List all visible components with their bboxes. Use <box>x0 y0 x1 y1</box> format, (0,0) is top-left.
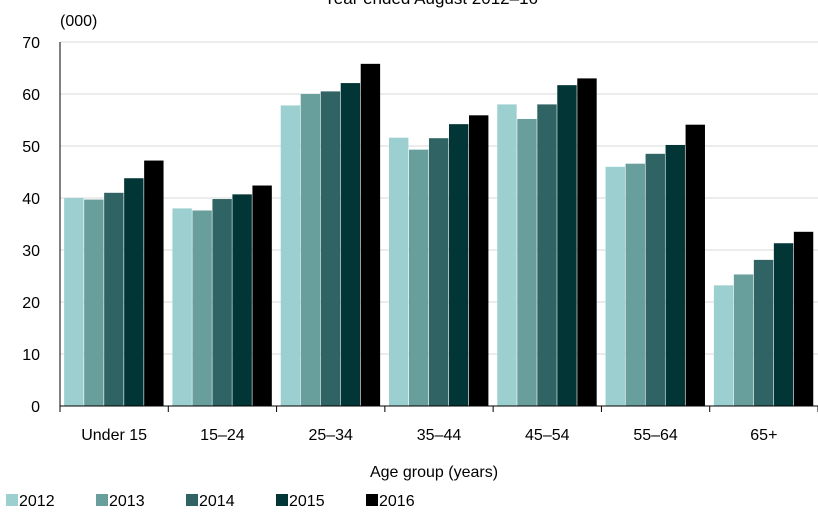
y-tick-label: 60 <box>22 87 40 104</box>
y-unit-label: (000) <box>60 13 97 30</box>
bar <box>409 149 429 406</box>
bar <box>300 94 321 406</box>
bar-group <box>605 124 705 407</box>
legend-swatch <box>276 494 288 506</box>
bar <box>192 210 212 406</box>
bar <box>340 83 361 406</box>
legend-label: 2014 <box>199 493 235 510</box>
bar <box>625 163 645 406</box>
legend-item: 2016 <box>366 493 415 510</box>
x-tick-labels: Under 15 15–24 25–34 35–44 45–54 55–64 65+ <box>81 427 777 444</box>
x-tick-label: 35–44 <box>417 427 462 444</box>
bar <box>753 259 774 406</box>
x-tick-label: 45–54 <box>525 427 570 444</box>
bar <box>557 85 577 406</box>
bar <box>469 115 489 406</box>
bar <box>665 144 685 406</box>
bar <box>84 199 104 406</box>
y-tick-label: 40 <box>22 191 40 208</box>
y-tick-label: 50 <box>22 139 40 156</box>
x-tick-label: 65+ <box>750 427 777 444</box>
bar <box>685 124 705 407</box>
legend-label: 2015 <box>289 493 325 510</box>
bar <box>212 199 232 406</box>
x-tick-label: 55–64 <box>633 427 678 444</box>
bar-group <box>497 78 597 407</box>
bar <box>793 231 814 406</box>
bar <box>360 63 381 407</box>
bar <box>645 153 665 406</box>
bar <box>389 137 409 406</box>
bars <box>64 63 814 407</box>
legend: 2012 2013 2014 2015 2016 <box>6 493 415 510</box>
bar <box>713 285 734 406</box>
bar <box>517 118 537 407</box>
x-axis-title: Age group (years) <box>370 464 498 481</box>
bar <box>64 198 84 406</box>
bar <box>429 138 449 406</box>
bar <box>733 274 754 406</box>
bar-group <box>280 63 381 407</box>
x-tick-label: Under 15 <box>81 427 147 444</box>
bar <box>252 185 272 406</box>
bar <box>773 243 794 406</box>
bar-group <box>713 231 814 406</box>
y-tick-label: 30 <box>22 243 40 260</box>
bar <box>232 194 252 406</box>
bar <box>144 160 164 406</box>
bar <box>320 91 341 407</box>
legend-item: 2013 <box>96 493 145 510</box>
x-tick-label: 15–24 <box>200 427 245 444</box>
legend-swatch <box>186 494 198 506</box>
bar <box>172 208 192 406</box>
bar-group <box>389 115 489 406</box>
axes <box>59 42 818 412</box>
bar <box>577 78 597 407</box>
bar <box>537 104 557 407</box>
legend-item: 2015 <box>276 493 325 510</box>
bar <box>124 178 144 406</box>
y-tick-label: 70 <box>22 35 40 52</box>
legend-item: 2012 <box>6 493 55 510</box>
bar <box>280 105 301 406</box>
bar <box>605 166 625 406</box>
legend-item: 2014 <box>186 493 235 510</box>
legend-label: 2013 <box>109 493 145 510</box>
bar-group <box>64 160 164 406</box>
bar <box>104 192 124 406</box>
chart-title: Year ended August 2012–16 <box>324 0 538 8</box>
y-tick-label: 10 <box>22 347 40 364</box>
legend-swatch <box>6 494 18 506</box>
y-tick-labels: 0 10 20 30 40 50 60 70 <box>22 35 40 416</box>
legend-label: 2016 <box>379 493 415 510</box>
bar <box>449 124 469 406</box>
x-tick-label: 25–34 <box>308 427 353 444</box>
legend-label: 2012 <box>19 493 55 510</box>
legend-swatch <box>366 494 378 506</box>
y-tick-label: 0 <box>31 399 40 416</box>
bar <box>497 104 517 407</box>
legend-swatch <box>96 494 108 506</box>
y-tick-label: 20 <box>22 295 40 312</box>
bar-group <box>172 185 272 406</box>
